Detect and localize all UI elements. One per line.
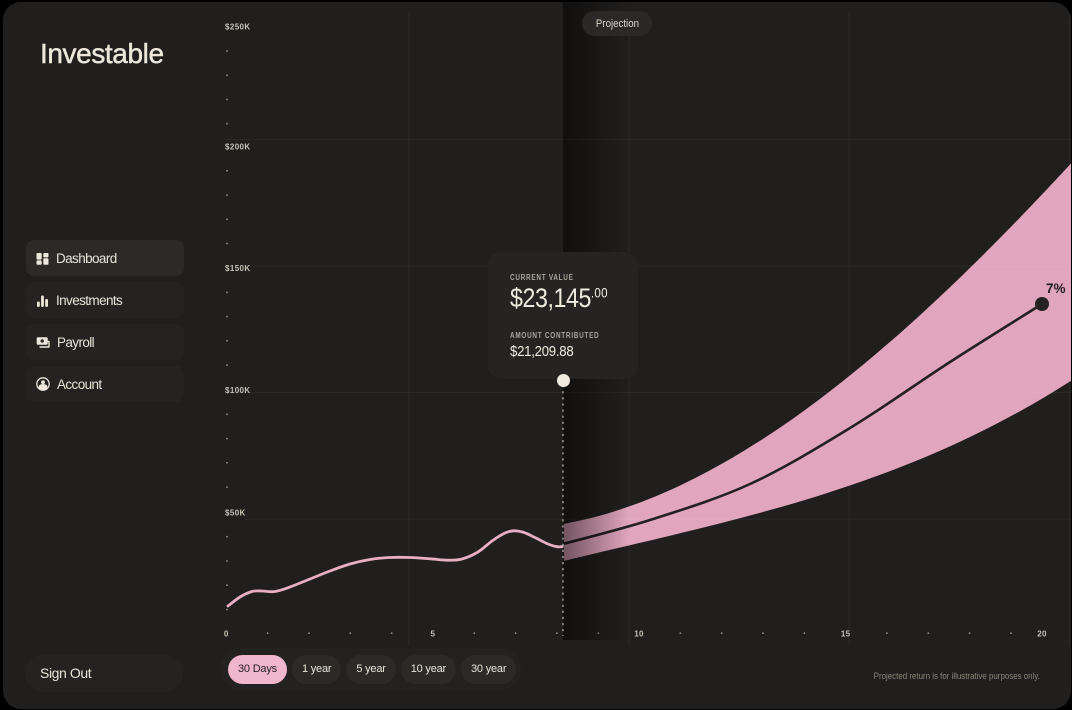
svg-text:$150K: $150K xyxy=(225,264,251,273)
svg-text:$50K: $50K xyxy=(225,508,246,517)
svg-text:$100K: $100K xyxy=(225,386,251,395)
svg-text:$200K: $200K xyxy=(225,143,251,152)
svg-text:7%: 7% xyxy=(1046,281,1066,296)
svg-text:10: 10 xyxy=(634,630,644,639)
svg-text:$250K: $250K xyxy=(225,23,251,32)
svg-text:20: 20 xyxy=(1037,630,1047,639)
svg-text:5: 5 xyxy=(431,630,436,639)
svg-text:0: 0 xyxy=(224,630,229,639)
svg-text:15: 15 xyxy=(841,630,851,639)
